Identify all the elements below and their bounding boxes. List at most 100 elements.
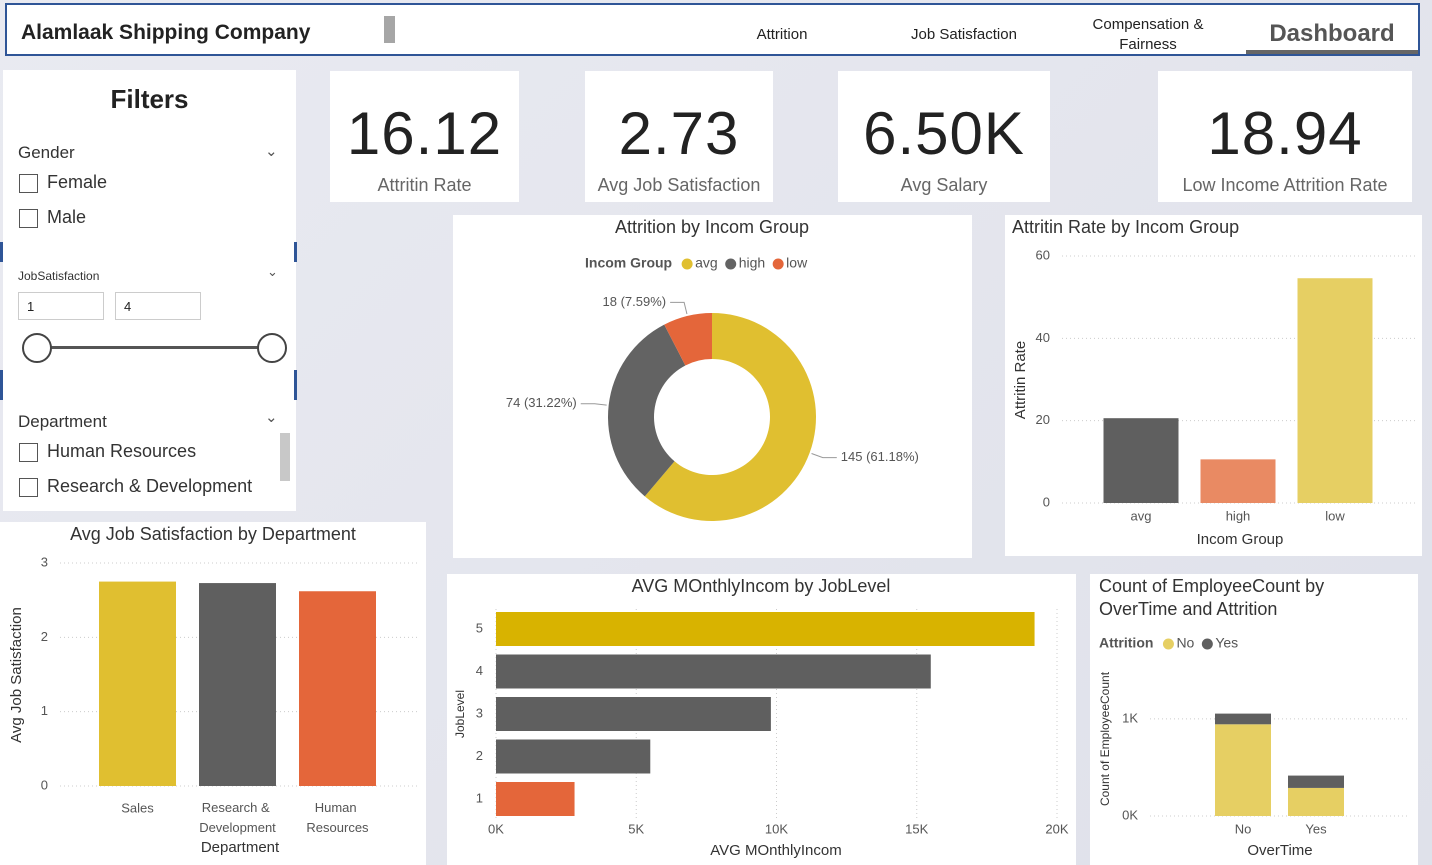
filters-panel: Filters Gender ⌄ Female Male JobSatisfac… [0, 70, 297, 511]
legend-swatch [1201, 638, 1213, 650]
checkbox[interactable] [19, 443, 38, 462]
data-label: 18 (7.59%) [603, 294, 667, 309]
legend-swatch [772, 258, 784, 270]
legend-title: Incom Group [585, 255, 672, 271]
kpi-label: Attritin Rate [377, 175, 472, 195]
y-tick-label: 3 [476, 705, 483, 720]
chevron[interactable]: ⌄ [265, 409, 278, 426]
leader-line [670, 301, 688, 315]
donut-slice [664, 313, 712, 366]
bar-segment [1288, 787, 1344, 816]
edge-mark [0, 370, 3, 400]
slider-handle[interactable] [22, 333, 52, 363]
option-label[interactable]: Female [47, 172, 108, 192]
donut-slice [644, 313, 816, 521]
nav-compensation[interactable]: Compensation & Fairness [1092, 16, 1204, 53]
nav-job-satisfaction[interactable]: Job Satisfaction [911, 26, 1017, 43]
y-tick-label: 1 [476, 790, 483, 805]
bar [1103, 418, 1179, 503]
legend-swatch [725, 258, 737, 270]
filter-label: Department [18, 412, 107, 431]
y-axis-title: JobLevel [453, 690, 467, 738]
bar [496, 739, 651, 774]
legend-label: Yes [1215, 635, 1238, 651]
range-max-input[interactable]: 4 [115, 292, 201, 320]
bar [199, 583, 276, 786]
x-tick-label: avg [1131, 508, 1152, 523]
bar [299, 591, 376, 786]
chart-title: Count of EmployeeCount by OverTime and A… [1099, 576, 1329, 619]
edge-mark [0, 242, 3, 262]
x-axis-title: AVG MOnthlyIncom [710, 842, 841, 859]
legend-swatch [681, 258, 693, 270]
nav-attrition[interactable]: Attrition [756, 26, 808, 43]
x-tick-label: Research & Development [199, 800, 276, 835]
kpi-value: 6.50K [863, 100, 1025, 167]
checkbox[interactable] [19, 209, 38, 228]
x-tick-label: 10K [765, 821, 788, 836]
kpi-label: Avg Salary [900, 175, 988, 195]
legend-label: No [1176, 635, 1194, 651]
stacked-bar-chart: Count of EmployeeCount by OverTime and A… [1090, 574, 1418, 865]
option-label[interactable]: Male [47, 207, 87, 227]
kpi-card: 6.50K Avg Salary [838, 71, 1050, 202]
active-underline [1246, 50, 1418, 54]
y-tick-label: 1K [1122, 710, 1138, 725]
chart-title: Attritin Rate by Incom Group [1012, 217, 1239, 237]
x-tick-label: low [1325, 508, 1345, 523]
y-tick-label: 2 [476, 748, 483, 763]
bar-segment [1288, 775, 1344, 788]
leader-line [580, 403, 607, 406]
x-axis-title: Department [201, 839, 280, 856]
legend-title: Attrition [1099, 635, 1153, 651]
edge-mark [294, 242, 297, 262]
kpi-value: 16.12 [346, 100, 503, 167]
bar-segment [1215, 724, 1271, 816]
y-tick-label: 2 [41, 629, 48, 644]
x-tick-label: 15K [905, 821, 928, 836]
bar-chart: Avg Job Satisfaction by Department 0 1 2 3 Sa… [0, 522, 426, 865]
bar [496, 697, 771, 731]
kpi-card: 18.94 Low Income Attrition Rate [1158, 71, 1412, 202]
x-tick-label: 20K [1045, 821, 1068, 836]
scrollbar[interactable] [280, 433, 290, 481]
chevron[interactable]: ⌄ [267, 264, 278, 279]
chevron[interactable]: ⌄ [265, 143, 278, 160]
nav-dashboard[interactable]: Dashboard [1269, 20, 1395, 47]
header: Alamlaak Shipping Company Attrition Job … [5, 3, 1420, 56]
slider-handle[interactable] [257, 333, 287, 363]
checkbox[interactable] [19, 174, 38, 193]
bar-chart: Attritin Rate by Incom Group 0 20 40 60 avg hi… [1005, 215, 1422, 556]
y-axis-title: Count of EmployeeCount [1098, 671, 1112, 806]
chart-title: AVG MOnthlyIncom by JobLevel [632, 576, 891, 596]
bar [1297, 278, 1373, 503]
y-tick-label: 0 [41, 777, 48, 792]
x-axis-title: Incom Group [1197, 531, 1284, 548]
bar [496, 654, 931, 689]
donut-chart: Attrition by Incom Group Incom Group avg hi… [453, 215, 972, 558]
option-label[interactable]: Research & Development [47, 476, 253, 496]
option-label[interactable]: Human Resources [47, 441, 197, 461]
y-tick-label: 0K [1122, 807, 1138, 822]
filter-label: Gender [18, 143, 75, 162]
edge-mark [294, 370, 297, 400]
chart-title: Attrition by Incom Group [615, 217, 809, 237]
bar-segment [1215, 713, 1271, 725]
checkbox[interactable] [19, 478, 38, 497]
legend-swatch [1162, 638, 1174, 650]
y-tick-label: 40 [1036, 330, 1050, 345]
filters-title: Filters [110, 84, 189, 114]
legend-label: avg [695, 255, 718, 271]
company-title: Alamlaak Shipping Company [21, 21, 311, 44]
kpi-label: Low Income Attrition Rate [1182, 175, 1388, 195]
bar [496, 782, 575, 816]
x-tick-label: 0K [488, 821, 504, 836]
range-min-input[interactable]: 1 [18, 292, 104, 320]
kpi-card: 16.12 Attritin Rate [330, 71, 519, 202]
donut-slice [607, 324, 686, 497]
bar [1200, 459, 1276, 503]
legend-label: high [739, 255, 765, 271]
legend-label: low [786, 255, 808, 271]
divider [384, 16, 395, 43]
